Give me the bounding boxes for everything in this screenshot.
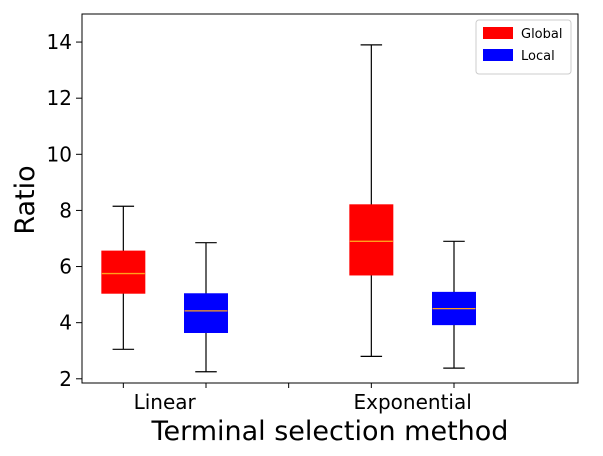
y-axis-label: Ratio	[10, 165, 41, 234]
box-body	[349, 204, 394, 276]
y-tick-label: 6	[59, 255, 72, 279]
y-tick-label: 14	[47, 30, 72, 54]
y-axis: 2 4 6 8 10 12 14	[47, 30, 82, 391]
y-tick-label: 2	[59, 367, 72, 391]
y-tick-label: 12	[47, 86, 72, 110]
x-axis: Linear Exponential	[122, 383, 472, 414]
x-axis-label: Terminal selection method	[151, 416, 509, 447]
x-tick-label: Linear	[134, 390, 197, 414]
x-tick-label: Exponential	[354, 390, 472, 414]
plot-frame	[81, 13, 579, 384]
legend: Global Local	[475, 19, 572, 75]
legend-label: Global	[521, 27, 562, 42]
legend-swatch	[483, 49, 513, 61]
y-tick-label: 8	[59, 198, 72, 222]
legend-label: Local	[521, 49, 555, 64]
box-global-exponential	[349, 44, 394, 357]
y-tick-label: 10	[47, 142, 72, 166]
box-body	[101, 250, 146, 294]
box-local-linear	[184, 242, 228, 373]
y-tick-label: 4	[59, 311, 72, 335]
box-global-linear	[101, 205, 146, 350]
legend-swatch	[483, 27, 513, 39]
box-body	[184, 293, 228, 333]
plot-boxes	[101, 44, 476, 373]
box-local-exponential	[432, 240, 476, 369]
